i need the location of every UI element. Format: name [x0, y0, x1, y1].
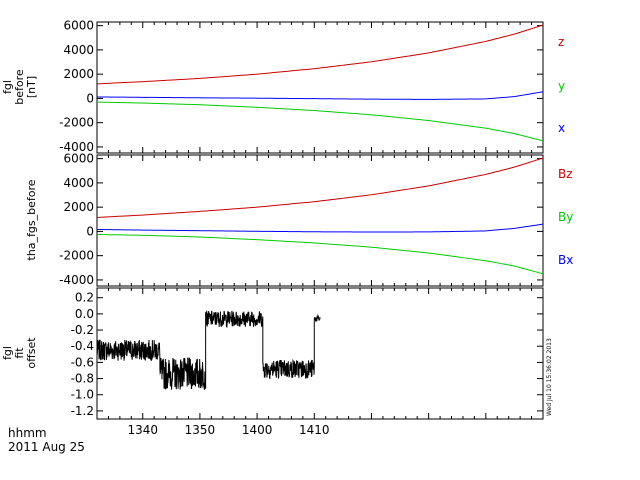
y-tick-label: -0.8 [71, 372, 94, 386]
legend-z: z [558, 35, 564, 49]
legend-y: y [558, 79, 565, 93]
x-tick-label: 1350 [185, 423, 216, 437]
y-tick-label: -1.2 [71, 404, 94, 418]
x-tick-label: 1340 [127, 423, 158, 437]
y-ticks: -4000 -2000 0 2000 4000 6000 [59, 19, 544, 154]
x-ticks: 1340 1350 1400 1410 [127, 423, 329, 437]
series-group [96, 310, 321, 390]
y-ticks: -4000 -2000 0 2000 4000 6000 [59, 152, 544, 287]
ylabel-line-3: [nT] [25, 76, 38, 98]
legend-x: x [558, 121, 565, 135]
series-line-z [96, 24, 544, 85]
y-tick-label: 2000 [63, 200, 94, 214]
panel-fgl-fit-offset: -1.2-1.0-0.8-0.6-0.4-0.20.00.2 1340 1350 1… [1, 287, 544, 437]
y-tick-label: 6000 [63, 19, 94, 33]
ylabel-line-1: fgl [1, 346, 14, 360]
series-group [96, 24, 544, 142]
series-line-by [96, 233, 544, 275]
series-line-y [96, 101, 544, 142]
ylabel-line-2: before [13, 69, 26, 105]
y-tick-label: -4000 [59, 273, 94, 287]
legend-bz: Bz [558, 167, 573, 181]
series-group [96, 157, 544, 275]
time-axis-label-hhmm: hhmm [8, 426, 47, 440]
y-tick-label: 2000 [63, 67, 94, 81]
series-line-x [96, 91, 544, 100]
y-tick-label: -2000 [59, 116, 94, 130]
y-tick-label: 4000 [63, 43, 94, 57]
legend-bx: Bx [558, 253, 573, 267]
y-tick-label: 4000 [63, 176, 94, 190]
series-line-bz [96, 157, 544, 218]
legend-by: By [558, 210, 573, 224]
series-line-bx [96, 223, 544, 233]
y-tick-label: 6000 [63, 152, 94, 166]
ylabel-line-3: offset [25, 337, 38, 369]
y-ticks: -1.2 -1.0 -0.8 -0.6 -0.4 -0.2 0.0 0.2 [71, 288, 544, 419]
y-tick-label: -2000 [59, 249, 94, 263]
panel-frame [96, 21, 544, 154]
y-tick-label: -4000 [59, 140, 94, 154]
time-axis-label-date: 2011 Aug 25 [8, 440, 85, 454]
ylabel-line-1: fgl [1, 80, 14, 94]
ylabel-line-2: fit [13, 347, 26, 359]
y-tick-label: 0.0 [75, 307, 94, 321]
x-tick-label: 1400 [242, 423, 273, 437]
offset-trace [96, 310, 321, 390]
panel-frame [96, 154, 544, 287]
x-tick-label: 1410 [299, 423, 330, 437]
y-tick-label: -0.6 [71, 355, 94, 369]
y-tick-label: 0 [86, 224, 94, 238]
panel-tha-fgs-before: -4000 -2000 0 2000 4000 6000 tha_fgs_before B… [25, 152, 573, 287]
y-tick-label: -0.2 [71, 323, 94, 337]
y-tick-label: -0.4 [71, 339, 94, 353]
creation-timestamp: Wed Jul 10 15:36:02 2013 [546, 338, 553, 416]
y-tick-label: 0 [86, 91, 94, 105]
ylabel-line-1: tha_fgs_before [25, 179, 38, 260]
y-tick-label: -1.0 [71, 388, 94, 402]
y-tick-label: 0.2 [75, 291, 94, 305]
